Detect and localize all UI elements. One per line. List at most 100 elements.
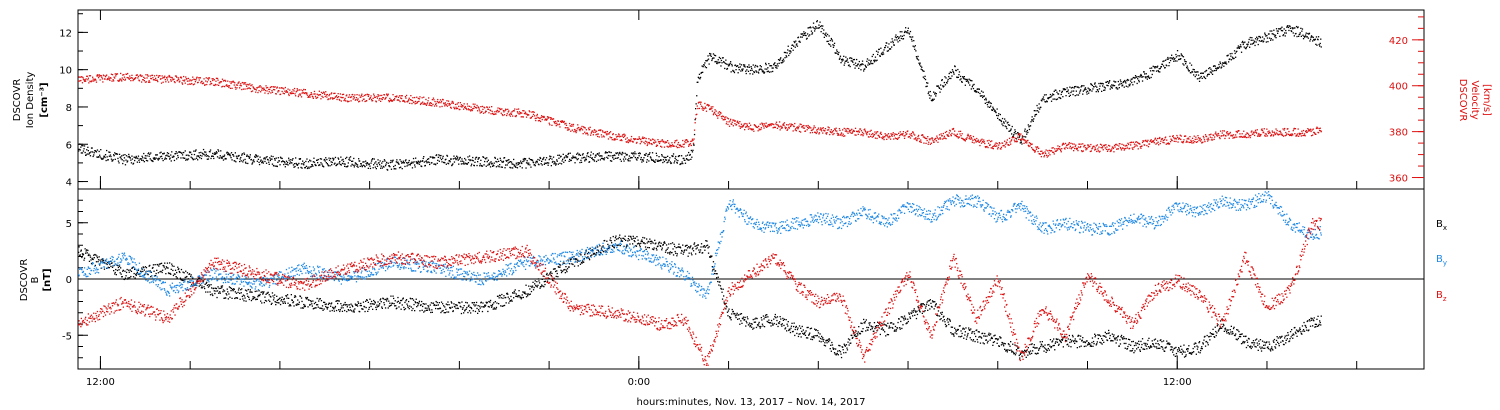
- data-point: [889, 138, 892, 140]
- data-point: [864, 64, 866, 66]
- data-point: [122, 270, 124, 272]
- data-point: [237, 82, 240, 84]
- data-point: [1154, 137, 1157, 139]
- data-point: [635, 138, 637, 140]
- data-point: [892, 133, 894, 135]
- data-point: [819, 129, 821, 131]
- data-point: [415, 161, 417, 163]
- data-point: [825, 32, 827, 34]
- data-point: [328, 157, 330, 159]
- data-point: [794, 46, 796, 48]
- data-point: [1137, 76, 1139, 78]
- data-point: [825, 132, 827, 134]
- data-point: [155, 154, 157, 156]
- data-point: [157, 76, 159, 78]
- data-point: [815, 132, 817, 135]
- data-point: [117, 266, 120, 269]
- data-point: [1084, 147, 1087, 149]
- data-point: [734, 64, 737, 66]
- data-point: [545, 119, 548, 121]
- data-point: [358, 101, 360, 103]
- data-point: [851, 60, 853, 62]
- data-point: [968, 135, 970, 137]
- data-point: [973, 83, 975, 86]
- data-point: [375, 161, 377, 163]
- data-point: [864, 130, 866, 132]
- data-point: [1082, 143, 1084, 145]
- data-point: [717, 59, 719, 61]
- data-point: [318, 94, 320, 96]
- data-point: [1239, 46, 1241, 48]
- data-point: [244, 161, 247, 163]
- data-point: [100, 149, 102, 151]
- data-point: [561, 160, 563, 162]
- data-point: [521, 162, 523, 165]
- data-point: [842, 129, 844, 131]
- data-point: [120, 273, 122, 275]
- data-point: [1183, 139, 1185, 141]
- data-point: [267, 159, 269, 161]
- data-point: [965, 78, 967, 81]
- data-point: [1162, 141, 1164, 143]
- data-point: [1064, 88, 1067, 91]
- data-point: [904, 135, 906, 137]
- data-point: [569, 152, 571, 154]
- data-point: [170, 154, 172, 156]
- data-point: [476, 164, 478, 167]
- data-point: [442, 155, 444, 157]
- data-point: [470, 110, 472, 112]
- data-point: [428, 104, 430, 106]
- data-point: [277, 91, 279, 93]
- data-point: [1236, 50, 1238, 52]
- data-point: [922, 134, 924, 136]
- data-point: [604, 152, 606, 154]
- data-point: [177, 156, 179, 159]
- data-point: [289, 162, 291, 165]
- data-point: [577, 124, 579, 126]
- data-point: [350, 100, 352, 102]
- data-point: [129, 277, 131, 279]
- data-point: [107, 78, 109, 80]
- data-point: [827, 40, 829, 42]
- data-point: [299, 94, 302, 96]
- data-point: [663, 160, 666, 163]
- data-point: [1316, 126, 1318, 128]
- data-point: [1031, 143, 1033, 145]
- data-point: [120, 267, 122, 269]
- data-point: [578, 153, 580, 155]
- data-point: [193, 150, 195, 152]
- data-point: [705, 67, 708, 69]
- data-point: [214, 153, 217, 155]
- data-point: [1152, 140, 1154, 142]
- data-point: [646, 144, 648, 147]
- data-point: [516, 167, 519, 169]
- data-point: [295, 95, 297, 97]
- data-point: [777, 125, 780, 127]
- data-point: [142, 270, 144, 273]
- data-point: [344, 165, 346, 167]
- data-point: [991, 147, 993, 149]
- data-point: [845, 130, 848, 132]
- data-point: [724, 67, 726, 70]
- data-point: [211, 155, 213, 157]
- data-point: [958, 74, 960, 76]
- data-point: [528, 114, 530, 116]
- data-point: [216, 84, 218, 86]
- data-point: [271, 163, 274, 165]
- data-point: [208, 77, 211, 79]
- data-point: [502, 114, 504, 117]
- data-point: [739, 63, 741, 65]
- data-point: [982, 91, 984, 93]
- data-point: [1095, 91, 1097, 93]
- data-point: [288, 93, 290, 95]
- data-point: [665, 159, 668, 161]
- data-point: [635, 142, 638, 144]
- data-point: [1146, 78, 1148, 80]
- data-point: [489, 166, 492, 168]
- data-point: [1164, 67, 1166, 69]
- data-point: [246, 155, 248, 157]
- data-point: [840, 58, 843, 61]
- data-point: [874, 59, 876, 61]
- data-point: [1303, 133, 1306, 135]
- data-point: [1071, 86, 1074, 89]
